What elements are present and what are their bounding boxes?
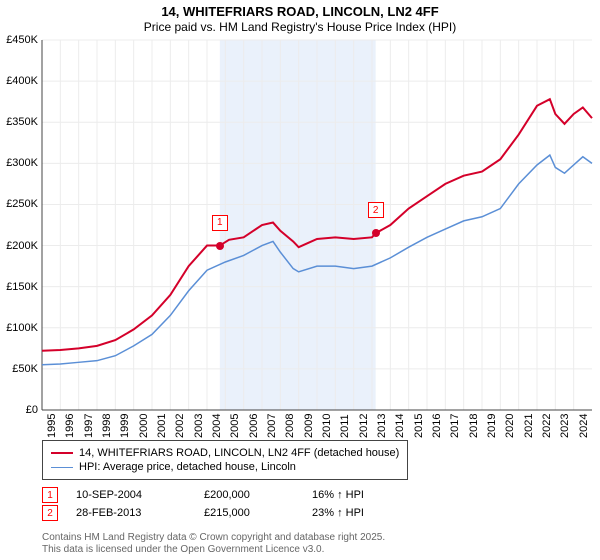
sale-dot — [216, 242, 224, 250]
y-axis-tick: £400K — [0, 75, 42, 87]
y-axis-tick: £100K — [0, 322, 42, 334]
x-axis-tick: 2015 — [413, 414, 425, 438]
x-axis-tick: 1997 — [83, 414, 95, 438]
x-axis-tick: 2000 — [138, 414, 150, 438]
x-axis-tick: 2019 — [486, 414, 498, 438]
x-axis-tick: 2017 — [449, 414, 461, 438]
sale-row: 1 10-SEP-2004 £200,000 16% ↑ HPI — [42, 487, 364, 503]
legend-box: 14, WHITEFRIARS ROAD, LINCOLN, LN2 4FF (… — [42, 440, 408, 480]
y-axis-tick: £300K — [0, 157, 42, 169]
x-axis-tick: 2008 — [284, 414, 296, 438]
x-axis-tick: 2010 — [321, 414, 333, 438]
attribution-text: Contains HM Land Registry data © Crown c… — [42, 532, 385, 556]
x-axis-tick: 2022 — [541, 414, 553, 438]
x-axis-tick: 2005 — [229, 414, 241, 438]
y-axis-tick: £350K — [0, 116, 42, 128]
sale-table: 1 10-SEP-2004 £200,000 16% ↑ HPI 2 28-FEB… — [42, 485, 364, 523]
x-axis-tick: 2002 — [174, 414, 186, 438]
sale-marker-icon: 2 — [42, 505, 58, 521]
x-axis-tick: 2006 — [248, 414, 260, 438]
x-axis-tick: 2021 — [523, 414, 535, 438]
x-axis-tick: 2012 — [358, 414, 370, 438]
x-axis-tick: 1998 — [101, 414, 113, 438]
x-axis-tick: 2004 — [211, 414, 223, 438]
x-axis-tick: 2001 — [156, 414, 168, 438]
x-axis-tick: 2014 — [394, 414, 406, 438]
legend-item: 14, WHITEFRIARS ROAD, LINCOLN, LN2 4FF (… — [51, 447, 399, 459]
sale-row: 2 28-FEB-2013 £215,000 23% ↑ HPI — [42, 505, 364, 521]
x-axis-tick: 2009 — [303, 414, 315, 438]
y-axis-tick: £50K — [0, 363, 42, 375]
x-axis-tick: 2011 — [339, 414, 351, 438]
chart-subtitle: Price paid vs. HM Land Registry's House … — [0, 20, 600, 34]
x-axis-tick: 2003 — [193, 414, 205, 438]
sale-dot — [372, 229, 380, 237]
y-axis-tick: £450K — [0, 34, 42, 46]
x-axis-tick: 2024 — [578, 414, 590, 438]
chart-plot-area: 12 — [42, 40, 592, 410]
y-axis-tick: £250K — [0, 198, 42, 210]
x-axis-tick: 2018 — [468, 414, 480, 438]
x-axis-tick: 2016 — [431, 414, 443, 438]
x-axis-tick: 2023 — [559, 414, 571, 438]
x-axis-tick: 1995 — [46, 414, 58, 438]
y-axis-tick: £200K — [0, 240, 42, 252]
sale-marker-box: 1 — [212, 215, 228, 231]
y-axis-tick: £0 — [0, 404, 42, 416]
sale-marker-icon: 1 — [42, 487, 58, 503]
x-axis-tick: 1999 — [119, 414, 131, 438]
x-axis-tick: 1996 — [64, 414, 76, 438]
y-axis-tick: £150K — [0, 281, 42, 293]
x-axis-tick: 2007 — [266, 414, 278, 438]
sale-marker-box: 2 — [368, 202, 384, 218]
x-axis-tick: 2020 — [504, 414, 516, 438]
x-axis-tick: 2013 — [376, 414, 388, 438]
chart-title: 14, WHITEFRIARS ROAD, LINCOLN, LN2 4FF — [0, 4, 600, 19]
legend-item: HPI: Average price, detached house, Linc… — [51, 461, 399, 473]
